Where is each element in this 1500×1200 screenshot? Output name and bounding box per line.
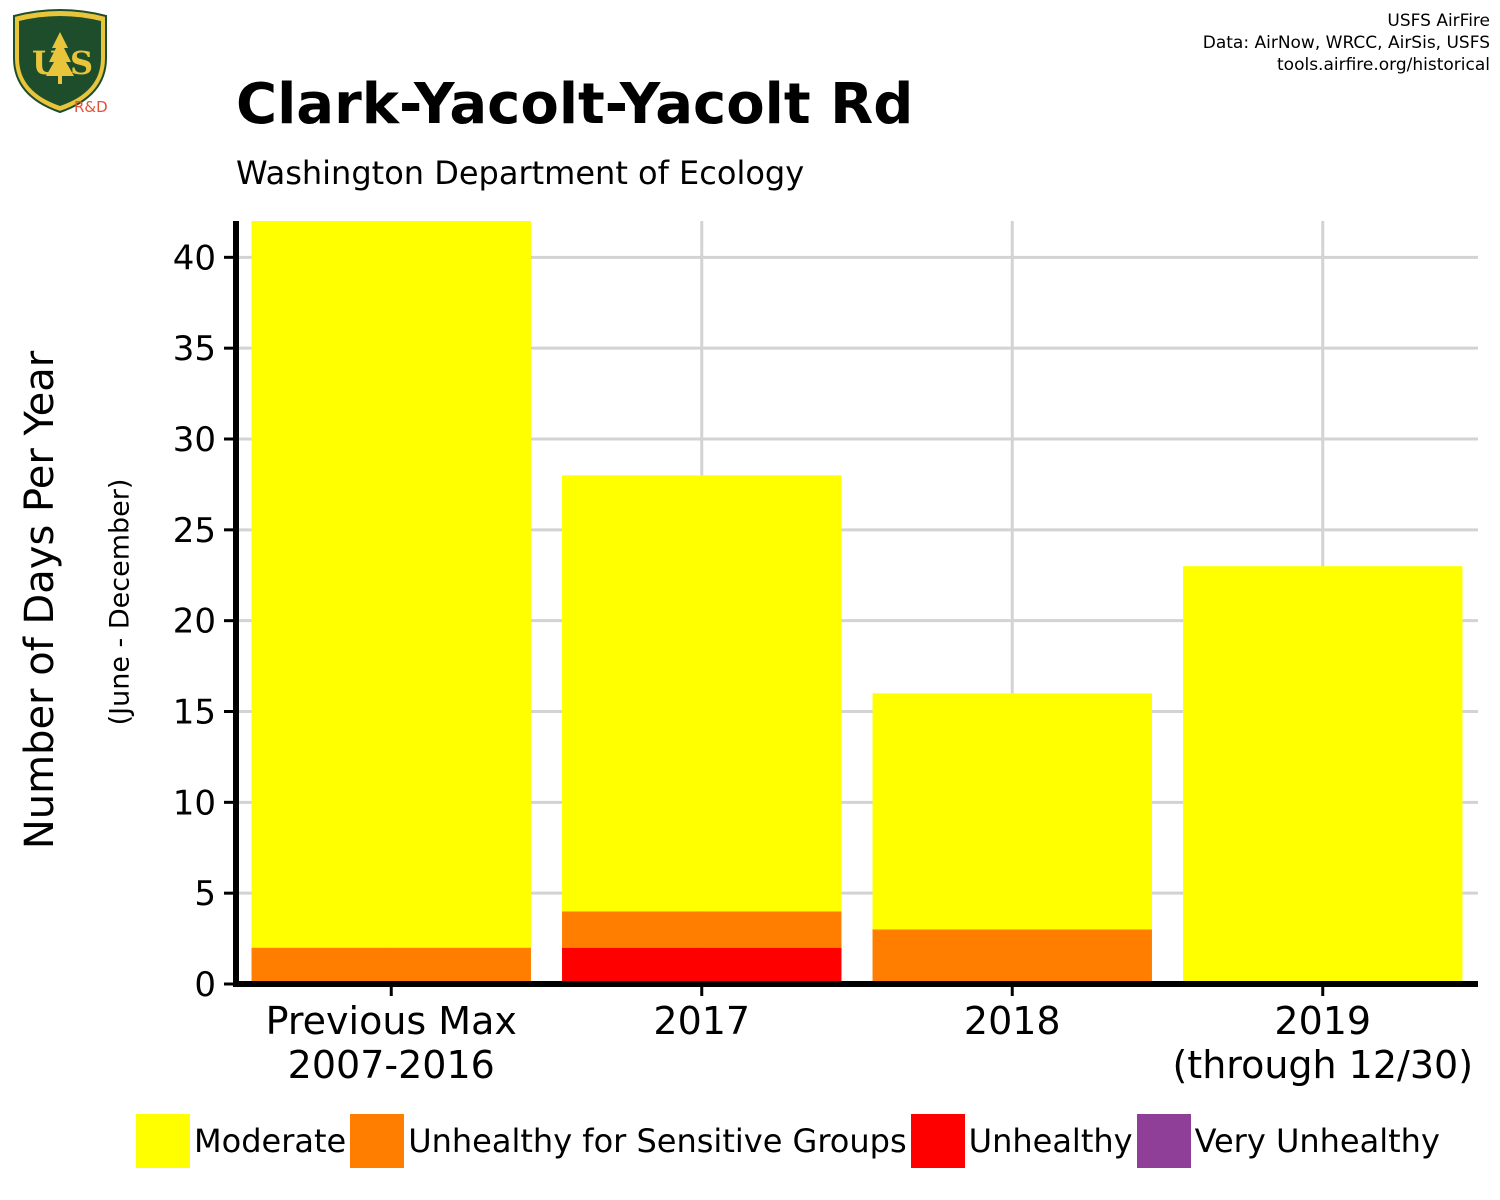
credits-line-2: Data: AirNow, WRCC, AirSis, USFS [1202, 33, 1490, 53]
usfs-rd-logo: U S [13, 9, 107, 114]
bar-moderate [562, 475, 842, 912]
y-tick-label: 20 [173, 602, 216, 642]
chart-subtitle: Washington Department of Ecology [236, 154, 805, 192]
legend-label: Moderate [194, 1122, 347, 1160]
bar-unhealthy [562, 947, 842, 984]
bar-moderate [872, 693, 1152, 930]
legend-swatch [136, 1114, 190, 1168]
legend-swatch [350, 1114, 405, 1168]
y-tick-label: 25 [173, 511, 216, 551]
credits-line-3: tools.airfire.org/historical [1277, 55, 1490, 75]
legend-label: Unhealthy for Sensitive Groups [408, 1122, 907, 1160]
bar-moderate [1183, 566, 1463, 984]
y-tick-label: 40 [173, 238, 216, 278]
x-tick-label: 2018 [964, 999, 1061, 1043]
x-tick-label: Previous Max [266, 999, 517, 1043]
bar-unhealthy-for-sensitive-groups [872, 929, 1152, 984]
y-tick-label: 0 [194, 965, 216, 1005]
legend: Moderate Unhealthy for Sensitive Groups Un… [136, 1114, 1444, 1168]
bar-moderate [251, 221, 531, 948]
x-tick-label: 2017 [653, 999, 750, 1043]
y-tick-label: 35 [173, 329, 216, 369]
legend-item: Unhealthy [910, 1114, 1133, 1168]
y-tick-label: 15 [173, 693, 216, 733]
y-tick-label: 10 [173, 783, 216, 823]
tree-icon [46, 32, 74, 84]
legend-swatch [1136, 1114, 1191, 1168]
y-tick-label: 30 [173, 420, 216, 460]
legend-swatch [910, 1114, 965, 1168]
credits-line-1: USFS AirFire [1387, 11, 1490, 31]
y-tick-label: 5 [194, 874, 216, 914]
credits: USFS AirFire Data: AirNow, WRCC, AirSis,… [1203, 10, 1490, 76]
bar-unhealthy-for-sensitive-groups [562, 911, 842, 948]
legend-item: Moderate [136, 1114, 346, 1168]
x-tick-label: 2007-2016 [288, 1043, 495, 1087]
chart-title: Clark-Yacolt-Yacolt Rd [236, 72, 914, 137]
legend-label: Unhealthy [968, 1122, 1133, 1160]
legend-label: Very Unhealthy [1194, 1122, 1440, 1160]
x-tick-label: (through 12/30) [1172, 1043, 1473, 1087]
legend-item: Unhealthy for Sensitive Groups [350, 1114, 907, 1168]
logo-badge-text: R&D [74, 98, 108, 116]
x-tick-label: 2019 [1274, 999, 1371, 1043]
legend-item: Very Unhealthy [1136, 1114, 1440, 1168]
bar-unhealthy-for-sensitive-groups [251, 947, 531, 984]
logo-letter-s: S [70, 44, 93, 82]
